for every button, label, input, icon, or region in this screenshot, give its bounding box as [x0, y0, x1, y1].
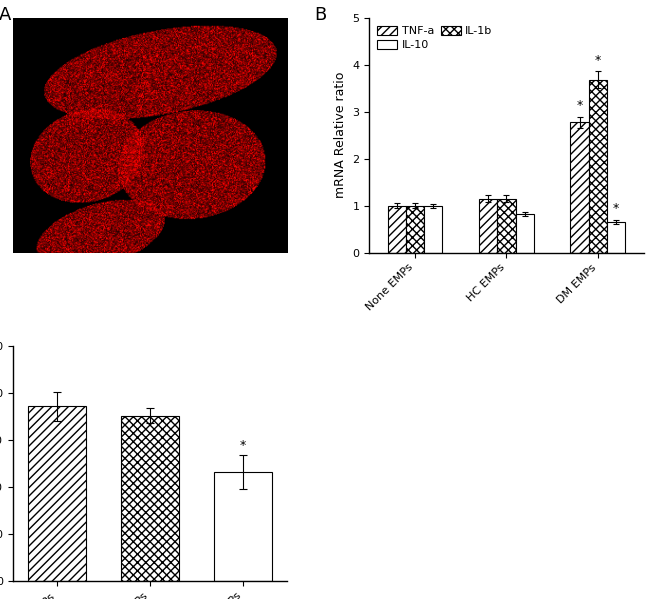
Bar: [387, 205, 406, 253]
Text: *: *: [613, 202, 619, 215]
Bar: [28, 407, 86, 581]
Bar: [607, 222, 625, 253]
Text: *: *: [595, 54, 601, 66]
Bar: [479, 199, 497, 253]
Text: A: A: [0, 6, 12, 24]
Text: B: B: [315, 6, 327, 24]
Text: *: *: [577, 99, 582, 112]
Bar: [406, 205, 424, 253]
Bar: [497, 199, 515, 253]
Bar: [515, 214, 534, 253]
Bar: [214, 472, 272, 581]
Text: *: *: [240, 438, 246, 452]
Bar: [121, 416, 179, 581]
Bar: [589, 80, 607, 253]
Y-axis label: mRNA Relative ratio: mRNA Relative ratio: [334, 72, 347, 198]
Bar: [571, 122, 589, 253]
Legend: TNF-a, IL-10, IL-1b: TNF-a, IL-10, IL-1b: [375, 23, 495, 52]
Bar: [424, 205, 443, 253]
